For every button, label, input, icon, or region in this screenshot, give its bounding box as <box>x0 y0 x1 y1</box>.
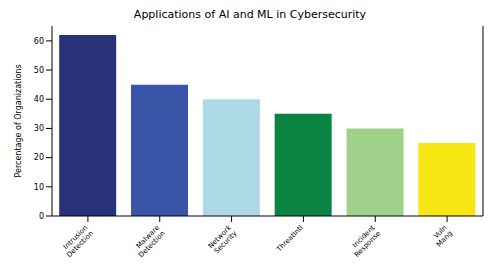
html-text:Applications of AI and ML in C: Applications of AI and ML in Cybersecuri… <box>133 8 367 21</box>
svg-text:30: 30 <box>34 124 44 133</box>
svg-text:10: 10 <box>34 183 44 192</box>
svg-text:40: 40 <box>34 95 44 104</box>
svg-text:Percentage of Organizations: Percentage of Organizations <box>14 64 23 177</box>
svg-text:20: 20 <box>34 153 44 162</box>
svg-text:IntrusionDetection: IntrusionDetection <box>60 224 95 259</box>
svg-text:IncidentResponse: IncidentResponse <box>347 224 382 259</box>
svg-text:VulnMang: VulnMang <box>429 224 454 249</box>
svg-text:NetworkSecurity: NetworkSecurity <box>207 223 240 256</box>
svg-text:ThreatIntl: ThreatIntl <box>274 224 304 254</box>
svg-text:MalwareDetection: MalwareDetection <box>131 224 166 259</box>
svg-text:50: 50 <box>34 66 44 75</box>
svg-text:0: 0 <box>39 212 44 221</box>
svg-text:60: 60 <box>34 37 44 46</box>
